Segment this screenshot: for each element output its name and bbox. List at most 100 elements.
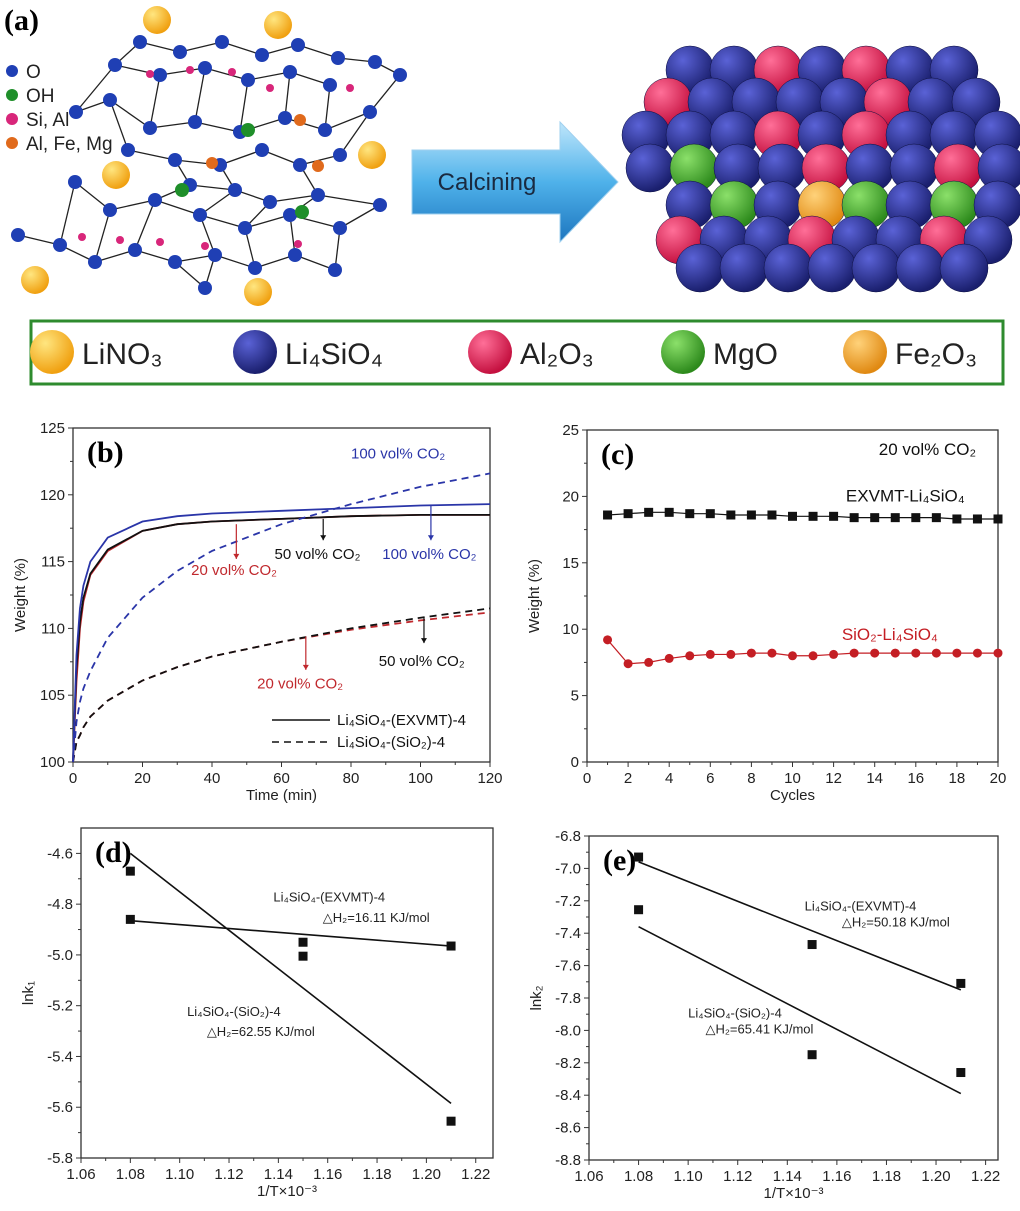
data-point-square <box>931 513 941 523</box>
oxygen-atom <box>228 183 242 197</box>
fit-annotation: △H₂=62.55 KJ/mol <box>207 1024 315 1039</box>
data-point-square <box>644 507 654 517</box>
oxygen-atom <box>291 38 305 52</box>
curve-annotation: 100 vol% CO₂ <box>382 546 476 563</box>
oxygen-atom <box>69 105 83 119</box>
bond-line <box>334 227 341 271</box>
panel-label: (d) <box>95 836 132 869</box>
oxygen-atom <box>68 175 82 189</box>
oxygen-atom <box>331 51 345 65</box>
al-fe-mg-atom <box>206 157 218 169</box>
y-tick-label: 25 <box>562 422 579 439</box>
x-tick-label: 40 <box>204 770 221 787</box>
data-point-square <box>890 513 900 523</box>
si-al-atom <box>156 238 164 246</box>
y-tick-label: -8.6 <box>555 1120 581 1137</box>
oxygen-atom <box>311 188 325 202</box>
fit-annotation: Li₄SiO₄-(EXVMT)-4 <box>273 890 385 905</box>
atom-legend-label: O <box>26 62 41 83</box>
y-tick-label: 115 <box>41 554 65 571</box>
x-axis-label: Time (min) <box>246 787 317 804</box>
x-axis-label: 1/T×10⁻³ <box>257 1183 317 1200</box>
x-tick-label: 1.08 <box>624 1168 653 1185</box>
si-al-atom <box>78 233 86 241</box>
data-point-square <box>125 914 135 924</box>
plot-frame <box>586 429 999 763</box>
fit-annotation: △H₂=50.18 KJ/mol <box>842 915 950 930</box>
bond-line <box>74 181 111 211</box>
bond-line <box>199 214 246 229</box>
data-point-circle <box>726 649 736 659</box>
legend-label: Fe₂O₃ <box>895 338 977 371</box>
atom-legend-label: Al, Fe, Mg <box>26 134 113 155</box>
oxygen-atom <box>108 58 122 72</box>
x-tick-label: 1.22 <box>461 1166 490 1183</box>
lithium-nitrate-sphere <box>102 161 130 189</box>
bond-line <box>289 71 331 86</box>
y-tick-label: 120 <box>40 487 65 504</box>
x-tick-label: 6 <box>706 770 714 787</box>
y-tick-label: -8.8 <box>555 1152 581 1169</box>
y-axis-label: Weight (%) <box>526 559 543 633</box>
x-tick-label: 1.12 <box>723 1168 752 1185</box>
data-point-square <box>956 978 966 988</box>
packed-sphere <box>807 243 857 293</box>
data-point-circle <box>972 648 982 658</box>
fit-annotation: Li₄SiO₄-(SiO₂)-4 <box>187 1004 281 1019</box>
y-tick-label: -4.8 <box>47 896 73 913</box>
calcining-arrow: Calcining <box>411 120 619 244</box>
bond-line <box>109 199 156 211</box>
oxygen-atom <box>193 208 207 222</box>
x-tick-label: 1.18 <box>362 1166 391 1183</box>
hydroxyl-atom <box>295 205 309 219</box>
bond-line <box>324 84 331 131</box>
oxygen-atom <box>323 78 337 92</box>
x-tick-label: 1.14 <box>264 1166 293 1183</box>
oxygen-atom <box>128 243 142 257</box>
y-axis-label: Weight (%) <box>12 558 29 632</box>
bond-line <box>244 214 291 229</box>
x-tick-label: 12 <box>825 770 842 787</box>
x-tick-label: 100 <box>408 770 433 787</box>
bond-line <box>204 67 249 81</box>
data-point-square <box>603 510 613 520</box>
data-point-square <box>726 510 736 520</box>
oxygen-atom <box>198 61 212 75</box>
series-line <box>72 472 491 763</box>
legend-swatch <box>30 330 74 374</box>
oxygen-atom <box>278 111 292 125</box>
data-point-square <box>808 511 818 521</box>
hydroxyl-atom <box>175 183 189 197</box>
oxygen-atom <box>11 228 25 242</box>
oxygen-atom <box>263 195 277 209</box>
fit-annotation: △H₂=16.11 KJ/mol <box>323 910 430 925</box>
series-line <box>72 513 490 763</box>
chart-c: 0 2 4 6 8 10 12 14 16 18 20 0 5 10 15 20 25 Cycles Weight … <box>526 422 1006 804</box>
y-tick-label: -5.6 <box>47 1099 73 1116</box>
bond-line <box>214 254 256 269</box>
plot-frame <box>588 835 999 1161</box>
atom-legend: O OH Si, Al Al, Fe, Mg <box>6 62 113 155</box>
y-tick-label: -6.8 <box>555 828 581 845</box>
panel-label: (b) <box>87 436 124 469</box>
bond-line <box>127 149 176 161</box>
atom-legend-dot <box>6 113 18 125</box>
data-point-square <box>952 514 962 524</box>
y-tick-label: 125 <box>40 420 65 437</box>
x-tick-label: 20 <box>134 770 151 787</box>
bond-line <box>149 121 196 129</box>
curve-annotation: 100 vol% CO₂ <box>351 446 445 463</box>
oxygen-atom <box>288 248 302 262</box>
compound-legend-box <box>29 319 1005 386</box>
x-tick-label: 1.14 <box>773 1168 802 1185</box>
series-annotation: EXVMT-Li₄SiO₄ <box>846 487 965 506</box>
oxygen-atom <box>333 148 347 162</box>
bond-line <box>94 209 111 263</box>
arrow-head <box>427 535 434 541</box>
bond-line <box>179 41 223 53</box>
hydroxyl-atom <box>241 123 255 137</box>
data-point-circle <box>808 651 818 661</box>
data-point-circle <box>993 648 1003 658</box>
al-fe-mg-atom <box>294 114 306 126</box>
y-tick-label: 5 <box>571 688 579 705</box>
